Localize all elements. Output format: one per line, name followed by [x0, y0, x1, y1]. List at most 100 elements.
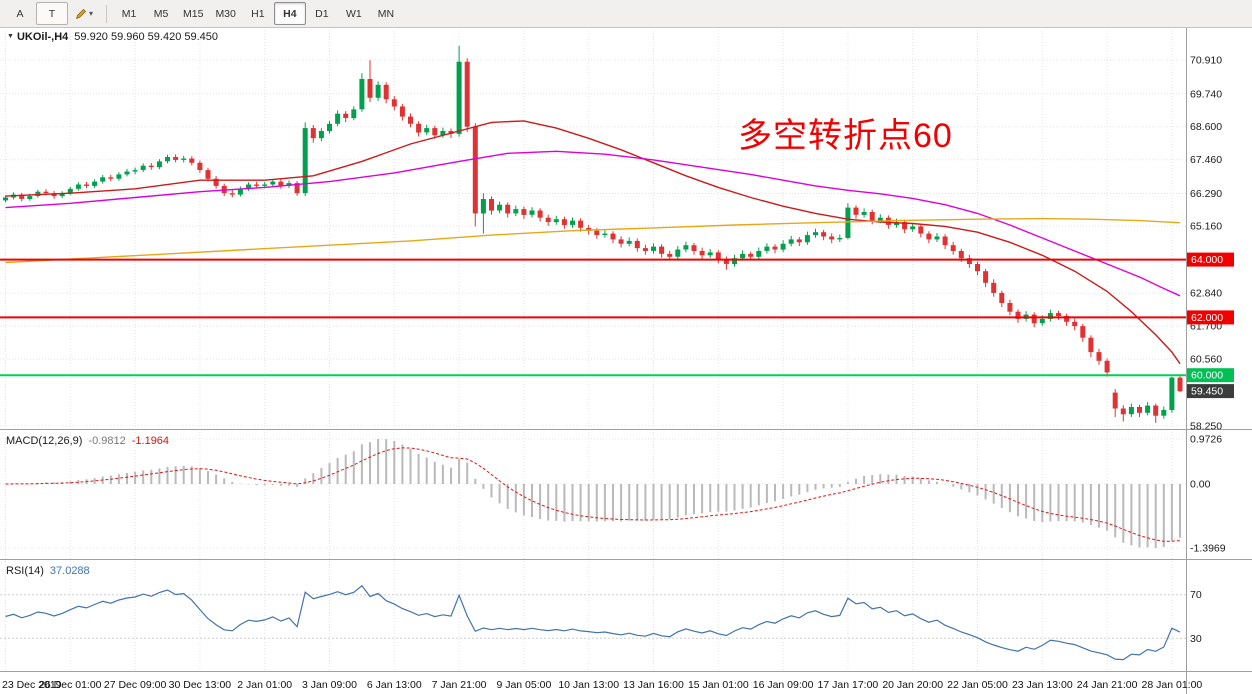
candle: [837, 238, 843, 240]
symbol-quote: 59.920 59.960 59.420 59.450: [74, 31, 219, 43]
candle: [975, 264, 980, 272]
candle: [19, 194, 25, 199]
candle: [675, 249, 681, 257]
time-tick-label: 20 Jan 20:00: [882, 679, 943, 691]
candle: [1007, 303, 1013, 312]
candle: [294, 183, 300, 194]
candle: [707, 252, 713, 256]
candle: [148, 165, 154, 168]
candle: [659, 246, 665, 254]
candle: [27, 196, 33, 199]
candle: [586, 227, 592, 231]
candles-layer: [3, 45, 1183, 423]
price-tick-label: 67.460: [1190, 154, 1222, 166]
candle: [950, 245, 956, 251]
timeframe-m1-button[interactable]: M1: [121, 7, 137, 20]
candle: [1047, 313, 1053, 319]
candle: [464, 61, 470, 127]
text-tool-button[interactable]: T: [36, 2, 68, 25]
candle: [991, 282, 997, 293]
candle: [505, 204, 511, 214]
candle: [1031, 314, 1037, 324]
candle: [43, 191, 49, 194]
candle: [926, 233, 932, 240]
candle: [35, 191, 41, 196]
rsi-indicator-label: RSI(14) 37.0288: [6, 565, 90, 577]
time-tick-label: 23 Dec 2019: [2, 679, 62, 691]
candle: [408, 116, 413, 124]
candle: [821, 232, 827, 237]
price-tick-label: 68.600: [1190, 121, 1222, 133]
candle: [116, 174, 122, 179]
candle: [618, 239, 624, 244]
candle: [918, 226, 924, 234]
candle: [1064, 316, 1070, 322]
timeframe-mn-button[interactable]: MN: [377, 7, 395, 20]
macd-tick-label: 0.00: [1190, 479, 1211, 491]
candle: [318, 131, 324, 139]
macd-histogram: [12, 439, 1181, 548]
price-axis[interactable]: 70.910 69.740 68.600 67.460 66.290 65.160 62.8…: [1187, 54, 1234, 645]
candle: [59, 193, 65, 197]
candle: [92, 181, 98, 186]
drawing-tools-button[interactable]: ▾: [68, 2, 100, 25]
symbol-dropdown-icon[interactable]: ▼: [7, 33, 14, 40]
candle: [910, 226, 916, 230]
candle: [1169, 377, 1175, 410]
candle: [877, 217, 883, 221]
candle: [764, 246, 770, 251]
panel-splitters[interactable]: [0, 27, 1252, 694]
candle: [788, 239, 794, 244]
candle: [642, 248, 648, 251]
candle: [84, 184, 89, 186]
candle: [626, 240, 632, 244]
candle: [1128, 407, 1134, 415]
candle: [894, 222, 899, 225]
time-tick-label: 13 Jan 16:00: [623, 679, 684, 691]
candle: [1039, 318, 1045, 324]
candle: [602, 233, 608, 235]
candle: [229, 193, 235, 195]
time-tick-label: 23 Jan 13:00: [1012, 679, 1073, 691]
timeframe-h1-button[interactable]: H1: [251, 7, 265, 20]
font-tool-button[interactable]: A: [16, 7, 24, 20]
candle: [1088, 337, 1094, 353]
candle: [156, 161, 162, 168]
candle: [756, 251, 762, 257]
candle: [529, 210, 535, 215]
time-tick-label: 9 Jan 05:00: [496, 679, 551, 691]
candle: [715, 252, 721, 260]
timeframe-m5-button[interactable]: M5: [153, 7, 169, 20]
price-badge-label: 64.000: [1191, 254, 1223, 266]
candle: [610, 233, 616, 240]
timeframe-h4-button[interactable]: H4: [273, 2, 306, 25]
time-tick-label: 7 Jan 21:00: [432, 679, 487, 691]
timeframe-m15-button[interactable]: M15: [183, 7, 204, 20]
candle: [861, 212, 867, 215]
timeframe-d1-button[interactable]: D1: [315, 7, 329, 20]
candle: [489, 199, 494, 211]
ma-mid-magenta: [5, 150, 1181, 297]
candle: [359, 79, 365, 110]
candle: [1153, 405, 1159, 416]
macd-indicator-label: MACD(12,26,9) -0.9812 -1.1964: [6, 435, 169, 447]
candle: [772, 246, 778, 250]
candle: [67, 188, 73, 194]
timeframe-w1-button[interactable]: W1: [346, 7, 362, 20]
candle: [343, 113, 349, 118]
price-badge: [1187, 384, 1234, 399]
candle: [699, 251, 705, 256]
candle: [983, 271, 989, 283]
candle: [578, 220, 584, 228]
candle: [1015, 311, 1021, 319]
timeframe-m30-button[interactable]: M30: [215, 7, 236, 20]
candle: [75, 184, 81, 189]
candle: [327, 123, 332, 131]
candle: [205, 170, 211, 179]
symbol-title: ▼ UKOil-,H4 59.920 59.960 59.420 59.450: [7, 31, 218, 43]
ma-slow-orange: [5, 217, 1181, 264]
candle: [497, 204, 503, 211]
